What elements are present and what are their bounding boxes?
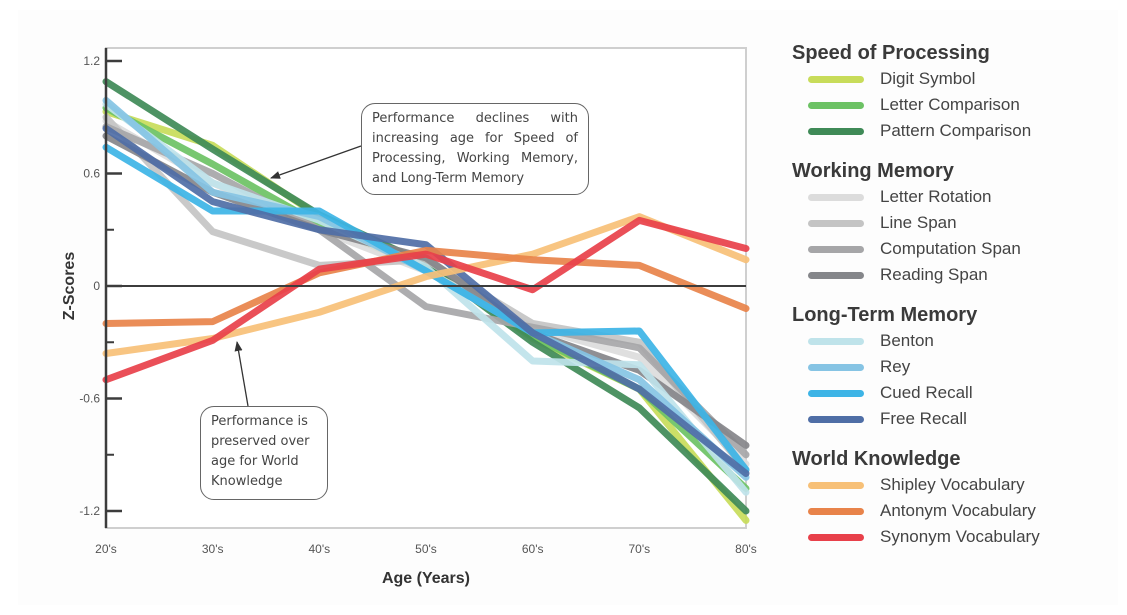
legend-group-title: Long-Term Memory bbox=[792, 304, 978, 326]
legend-label: Synonym Vocabulary bbox=[880, 527, 1040, 546]
annotation-arrow-decline bbox=[270, 145, 362, 179]
y-tick-label: 0 bbox=[93, 279, 100, 293]
annotation-decline: Performance declines with increasing age… bbox=[361, 103, 589, 195]
legend-swatch bbox=[808, 337, 864, 345]
x-tick-label: 60's bbox=[522, 542, 544, 556]
legend-group: Long-Term Memory Benton Rey Cued Recall Free… bbox=[792, 302, 1112, 432]
legend-group: World Knowledge Shipley Vocabulary Antonym… bbox=[792, 446, 1112, 550]
series-line-synonym-vocabulary bbox=[102, 216, 750, 384]
legend-swatch bbox=[808, 363, 864, 371]
axes: 1.2 0.6 0 -0.6 -1.2 20's 30's 40's 50's 60's 70's 8… bbox=[79, 48, 757, 556]
legend-label: Antonym Vocabulary bbox=[880, 501, 1036, 520]
legend-swatch bbox=[808, 219, 864, 227]
x-axis-title: Age (Years) bbox=[382, 570, 470, 587]
legend-group: Working Memory Letter Rotation Line Span Co… bbox=[792, 158, 1112, 288]
legend-item: Letter Rotation bbox=[792, 184, 1112, 210]
legend-item: Synonym Vocabulary bbox=[792, 524, 1112, 550]
legend-swatch bbox=[808, 507, 864, 515]
series-line-antonym-vocabulary bbox=[102, 246, 750, 327]
legend-swatch bbox=[808, 481, 864, 489]
legend-swatch bbox=[808, 415, 864, 423]
legend-swatch bbox=[808, 193, 864, 201]
y-tick-label: -0.6 bbox=[79, 392, 100, 406]
legend-label: Letter Rotation bbox=[880, 187, 992, 206]
legend-group-title: Working Memory bbox=[792, 160, 954, 182]
x-tick-label: 50's bbox=[415, 542, 437, 556]
x-tick-label: 20's bbox=[95, 542, 117, 556]
annotation-arrows bbox=[234, 145, 362, 407]
y-tick-label: 0.6 bbox=[83, 167, 100, 181]
legend-swatch bbox=[808, 75, 864, 83]
legend-item: Letter Comparison bbox=[792, 92, 1112, 118]
annotation-decline-text: Performance declines with increasing age… bbox=[372, 111, 578, 186]
legend-swatch bbox=[808, 127, 864, 135]
legend-label: Cued Recall bbox=[880, 383, 973, 402]
legend-label: Reading Span bbox=[880, 265, 988, 284]
series-line-computation-span bbox=[102, 123, 750, 459]
legend-label: Pattern Comparison bbox=[880, 121, 1032, 140]
legend-group-title: Speed of Processing bbox=[792, 42, 990, 64]
legend-group-title: World Knowledge bbox=[792, 448, 961, 470]
legend: Speed of Processing Digit Symbol Letter Co… bbox=[792, 40, 1112, 564]
y-tick-label: -1.2 bbox=[79, 504, 100, 518]
y-axis-title: Z-Scores bbox=[61, 252, 78, 321]
legend-item: Computation Span bbox=[792, 236, 1112, 262]
legend-item: Line Span bbox=[792, 210, 1112, 236]
legend-item: Benton bbox=[792, 328, 1112, 354]
legend-item: Free Recall bbox=[792, 406, 1112, 432]
legend-item: Reading Span bbox=[792, 262, 1112, 288]
legend-item: Rey bbox=[792, 354, 1112, 380]
annotation-preserved-text: Performance is preserved over age for Wo… bbox=[211, 414, 310, 489]
legend-swatch bbox=[808, 271, 864, 279]
legend-swatch bbox=[808, 389, 864, 397]
legend-label: Benton bbox=[880, 331, 934, 350]
series-layer bbox=[102, 78, 750, 524]
legend-swatch bbox=[808, 533, 864, 541]
legend-item: Antonym Vocabulary bbox=[792, 498, 1112, 524]
annotation-arrow-preserved bbox=[234, 341, 249, 407]
legend-item: Shipley Vocabulary bbox=[792, 472, 1112, 498]
annotation-preserved: Performance is preserved over age for Wo… bbox=[200, 406, 328, 500]
legend-label: Line Span bbox=[880, 213, 957, 232]
x-tick-label: 30's bbox=[202, 542, 224, 556]
legend-label: Shipley Vocabulary bbox=[880, 475, 1025, 494]
x-tick-label: 40's bbox=[309, 542, 331, 556]
legend-group: Speed of Processing Digit Symbol Letter Co… bbox=[792, 40, 1112, 144]
legend-label: Rey bbox=[880, 357, 911, 376]
legend-item: Digit Symbol bbox=[792, 66, 1112, 92]
legend-swatch bbox=[808, 101, 864, 109]
x-tick-label: 70's bbox=[629, 542, 651, 556]
legend-label: Free Recall bbox=[880, 409, 967, 428]
series-line-cued-recall bbox=[102, 143, 750, 474]
legend-label: Computation Span bbox=[880, 239, 1021, 258]
legend-label: Digit Symbol bbox=[880, 69, 976, 88]
series-line-free-recall bbox=[102, 125, 750, 477]
legend-item: Cued Recall bbox=[792, 380, 1112, 406]
y-tick-label: 1.2 bbox=[83, 54, 100, 68]
legend-label: Letter Comparison bbox=[880, 95, 1020, 114]
legend-swatch bbox=[808, 245, 864, 253]
x-tick-label: 80's bbox=[735, 542, 757, 556]
legend-item: Pattern Comparison bbox=[792, 118, 1112, 144]
